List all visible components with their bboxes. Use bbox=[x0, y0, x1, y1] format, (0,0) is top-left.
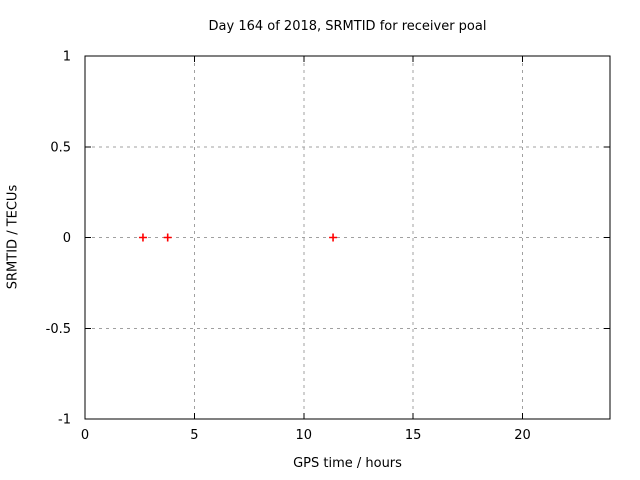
x-tick-label: 20 bbox=[514, 428, 531, 443]
y-tick-label: -1 bbox=[58, 413, 71, 428]
x-tick-label: 5 bbox=[190, 428, 198, 443]
x-tick-label: 0 bbox=[81, 428, 89, 443]
x-tick-label: 15 bbox=[405, 428, 422, 443]
chart-title: Day 164 of 2018, SRMTID for receiver poa… bbox=[208, 19, 487, 34]
plot-border bbox=[84, 55, 611, 420]
data-point-marker bbox=[329, 233, 338, 242]
x-tick-label: 10 bbox=[295, 428, 312, 443]
data-point-marker bbox=[138, 233, 147, 242]
data-point-marker bbox=[163, 233, 172, 242]
y-tick-label: 0.5 bbox=[50, 140, 71, 155]
y-tick-label: 1 bbox=[63, 50, 71, 65]
x-axis-label: GPS time / hours bbox=[293, 456, 402, 471]
y-tick-label: -0.5 bbox=[46, 322, 71, 337]
y-tick-label: 0 bbox=[63, 231, 71, 246]
